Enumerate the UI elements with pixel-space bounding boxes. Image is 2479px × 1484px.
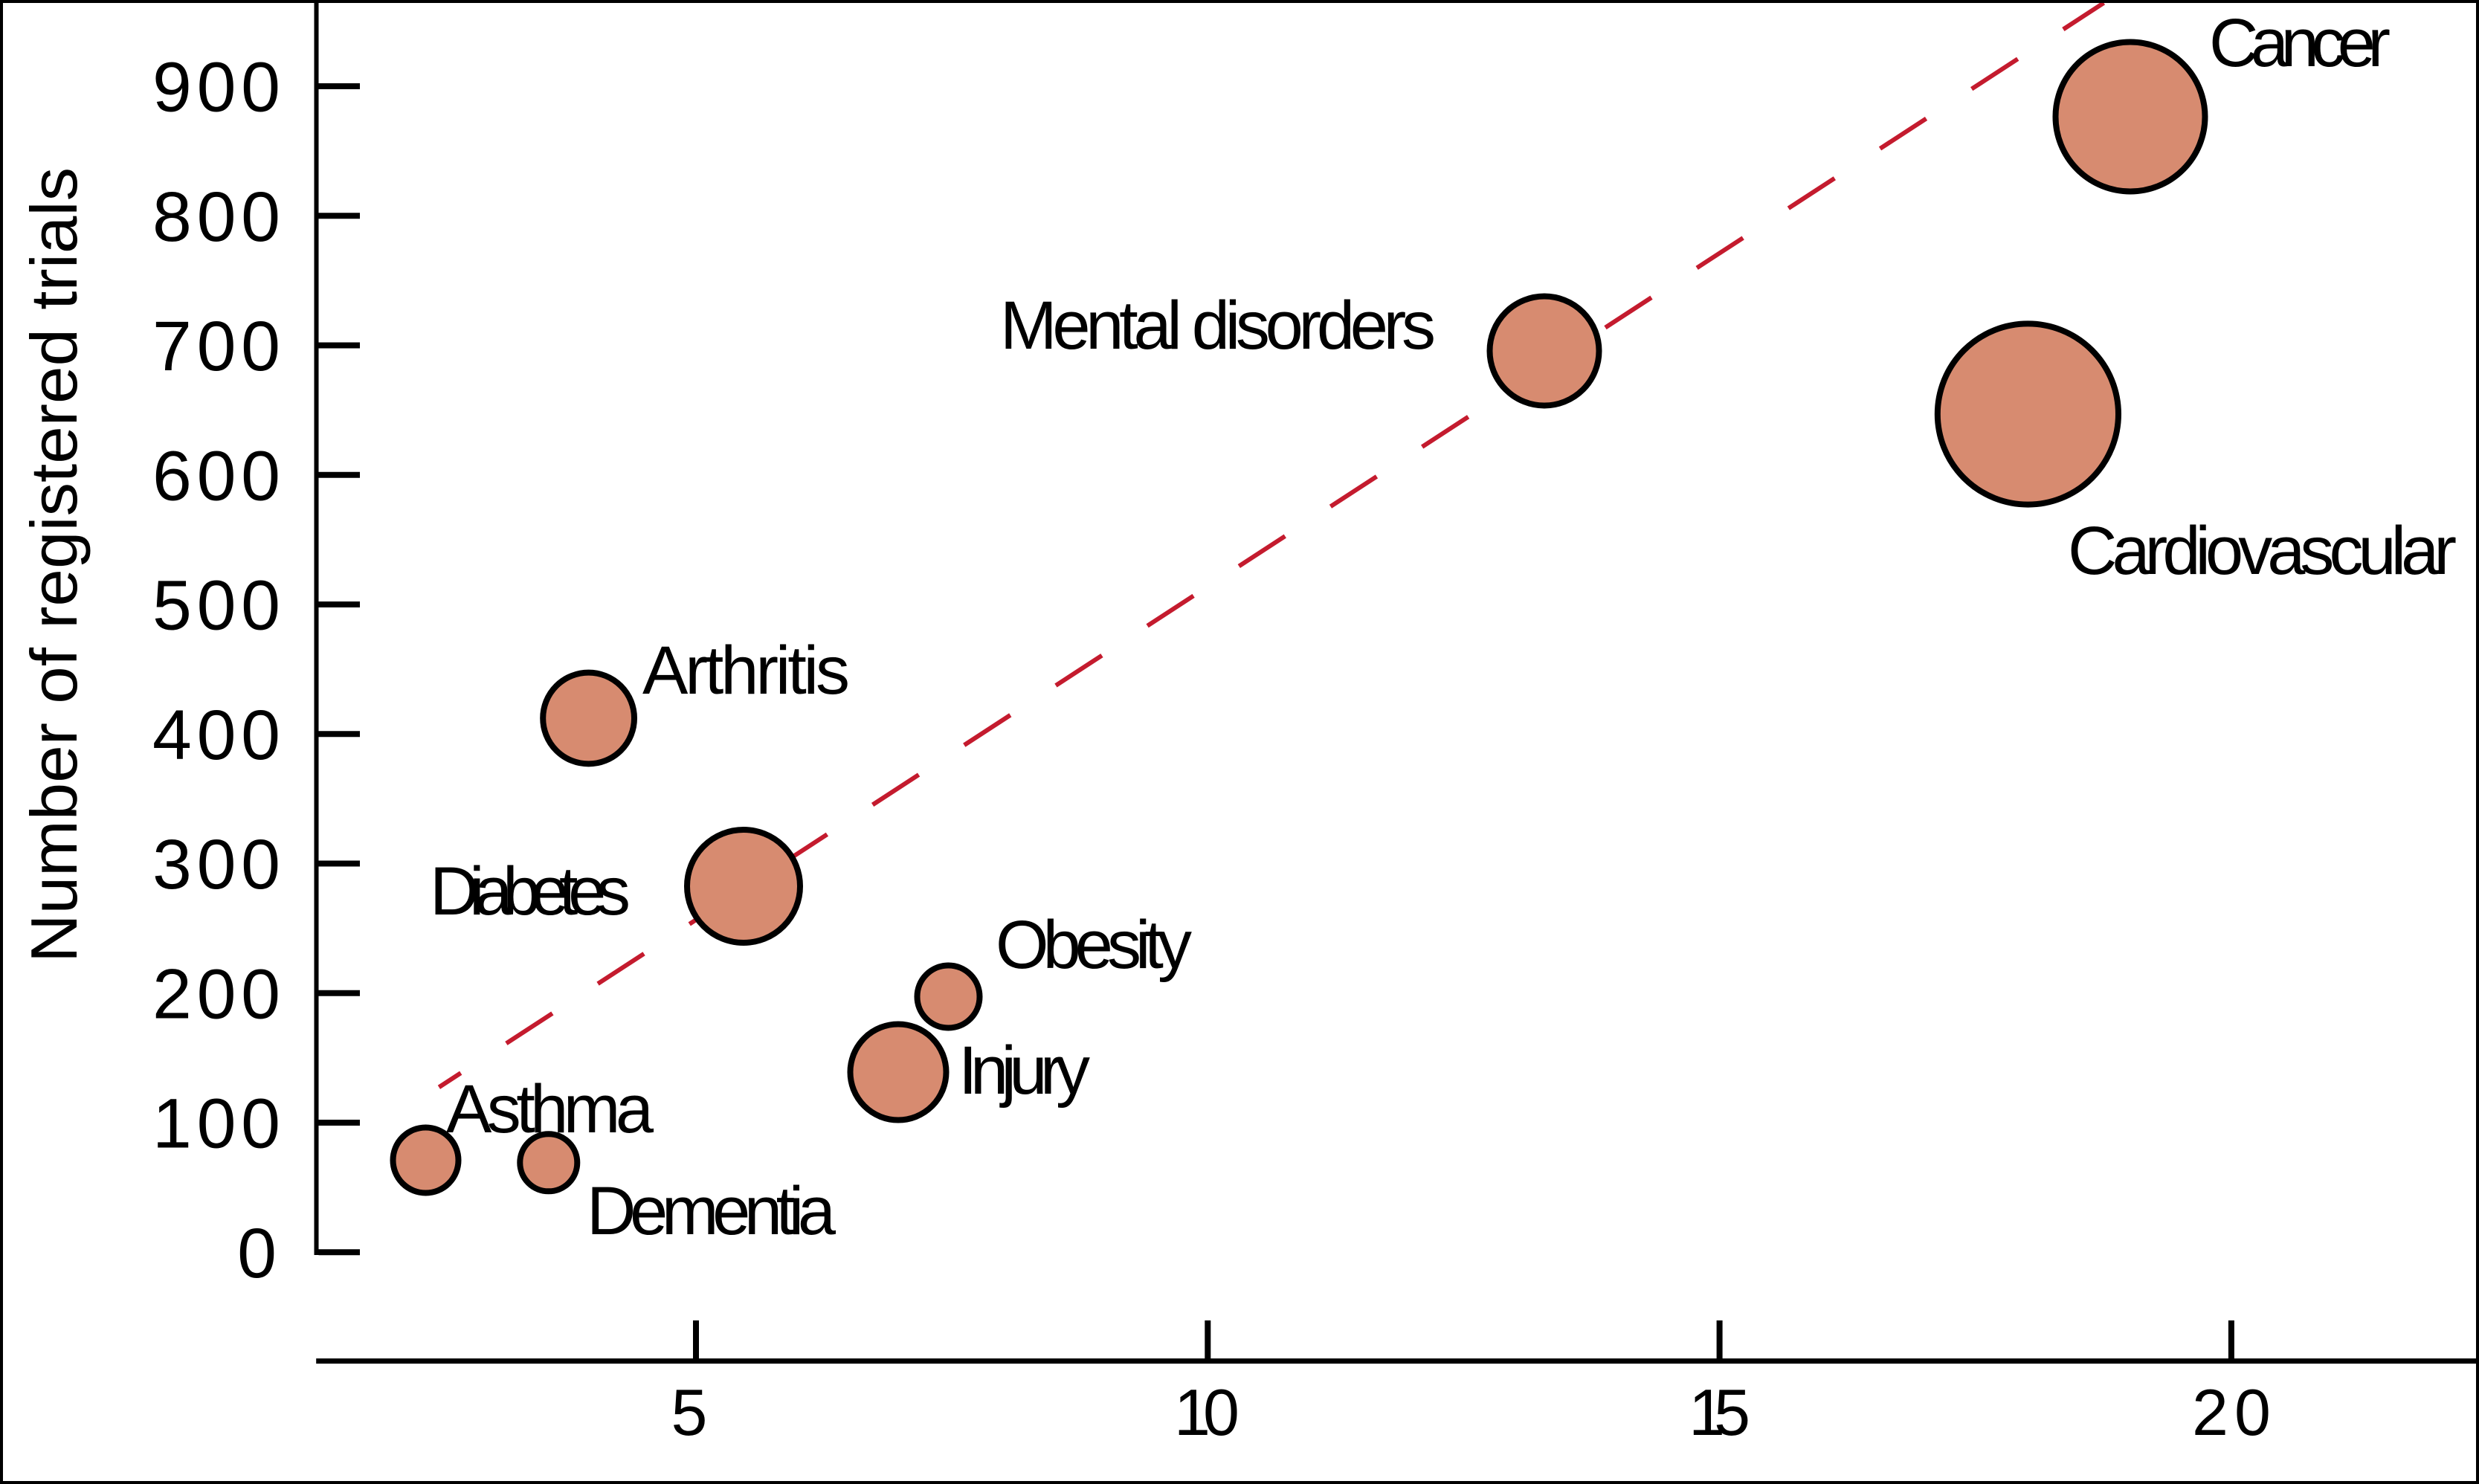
svg-text:Arthritis: Arthritis [642,633,850,709]
svg-text:Obesity: Obesity [996,907,1192,983]
svg-text:800: 800 [152,178,280,257]
svg-text:100: 100 [152,1085,280,1164]
svg-text:700: 700 [152,307,280,386]
svg-text:Injury: Injury [958,1033,1090,1109]
svg-text:15: 15 [1689,1375,1750,1449]
svg-text:Dementia: Dementia [587,1173,836,1249]
svg-text:Asthma: Asthma [446,1071,654,1147]
svg-text:600: 600 [152,436,280,515]
svg-text:10: 10 [1174,1375,1240,1449]
svg-text:500: 500 [152,567,280,645]
svg-text:Mental disorders: Mental disorders [1000,288,1436,364]
svg-text:Cardiovascular: Cardiovascular [2068,513,2457,589]
svg-text:5: 5 [671,1375,708,1449]
svg-text:400: 400 [152,696,280,775]
svg-text:900: 900 [152,48,280,127]
svg-text:200: 200 [152,955,280,1033]
svg-text:Cancer: Cancer [2209,5,2391,81]
svg-text:0: 0 [237,1214,277,1293]
svg-text:Diabetes: Diabetes [430,854,631,929]
svg-text:300: 300 [152,825,280,904]
svg-text:Number of registered trials: Number of registered trials [17,167,91,963]
